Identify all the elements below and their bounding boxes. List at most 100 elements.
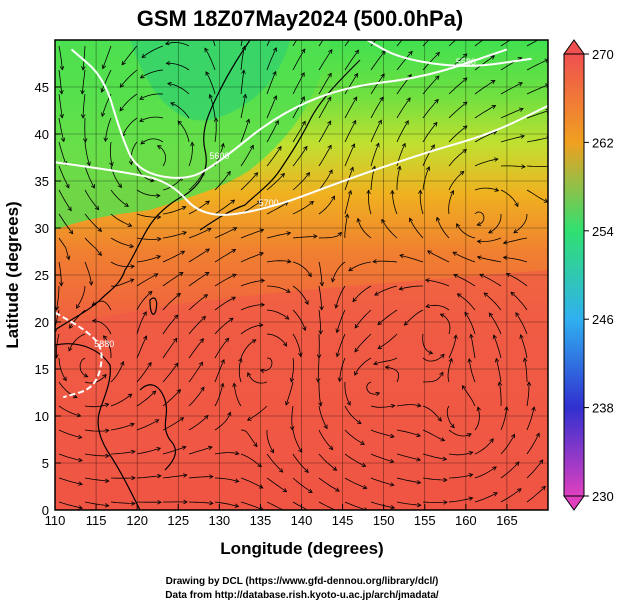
streamline: [188, 386, 205, 407]
x-tick-label: 115: [86, 513, 107, 528]
streamline: [447, 358, 453, 383]
streamline: [477, 256, 502, 263]
streamline-arrow: [62, 376, 67, 382]
streamline: [344, 501, 368, 510]
streamline-arrow: [390, 433, 395, 439]
streamline: [214, 452, 239, 455]
streamline: [373, 357, 398, 365]
streamline: [162, 293, 181, 311]
streamline-arrow: [308, 488, 313, 493]
streamline-arrow: [157, 236, 162, 242]
streamline-arrow: [234, 450, 240, 456]
streamline: [240, 119, 250, 143]
streamline: [344, 453, 366, 467]
streamline: [162, 250, 185, 263]
streamline: [292, 285, 309, 305]
streamline-arrow: [156, 447, 162, 452]
streamline-arrow: [156, 255, 161, 260]
streamline-arrow: [80, 114, 86, 119]
streamline: [247, 405, 268, 421]
y-tick-label: 40: [35, 127, 49, 142]
streamline: [370, 501, 395, 509]
streamline: [448, 125, 468, 143]
streamline: [500, 57, 522, 71]
streamline: [58, 237, 70, 260]
streamline-arrow: [435, 51, 440, 57]
streamline: [240, 70, 245, 95]
streamline-arrow: [174, 362, 179, 368]
streamline: [136, 475, 161, 479]
streamline: [188, 338, 204, 359]
streamline-arrow: [230, 199, 236, 204]
streamline-arrow: [315, 378, 321, 383]
streamline-arrow: [361, 462, 367, 467]
streamline-arrow: [147, 290, 153, 296]
streamline-arrow: [241, 69, 246, 75]
contour-line: [366, 40, 532, 67]
streamline: [495, 358, 502, 383]
streamline: [103, 335, 112, 358]
streamline-arrow: [157, 473, 162, 479]
streamline: [214, 338, 230, 359]
streamline: [526, 189, 548, 203]
streamline-arrow: [78, 505, 84, 510]
streamline-arrow: [416, 502, 422, 508]
streamline: [526, 459, 544, 479]
streamline-arrow: [430, 144, 435, 149]
streamline-arrow: [104, 503, 110, 508]
streamline: [396, 477, 421, 484]
streamline: [266, 40, 271, 47]
streamline: [292, 261, 312, 277]
streamline: [58, 429, 82, 438]
streamline-arrow: [289, 377, 295, 383]
streamline-arrow: [491, 105, 497, 110]
streamline: [162, 417, 184, 431]
streamline: [136, 255, 161, 263]
streamline-arrow: [531, 406, 536, 412]
streamline-arrow: [198, 361, 203, 367]
streamline: [204, 48, 216, 71]
streamline: [448, 451, 473, 456]
streamline-arrow: [251, 339, 257, 344]
streamline: [84, 189, 100, 210]
streamline-arrow: [489, 438, 494, 443]
streamline: [344, 429, 365, 445]
streamline: [526, 486, 546, 503]
streamline: [260, 357, 273, 372]
coastline-japan: [199, 59, 361, 231]
streamline-arrow: [209, 500, 214, 506]
streamline: [396, 404, 421, 407]
streamline-arrow: [274, 120, 279, 125]
streamline-arrow: [544, 58, 548, 63]
streamline-arrow: [142, 311, 147, 316]
streamline: [426, 304, 450, 311]
streamline-arrow: [463, 30, 467, 34]
streamline-arrow: [439, 313, 445, 318]
streamline: [344, 96, 358, 119]
streamline-arrow: [60, 137, 66, 143]
streamline-arrow: [249, 144, 254, 150]
colorbar-body: [563, 53, 585, 497]
streamline-arrow: [129, 278, 135, 283]
y-tick-label: 5: [42, 456, 49, 471]
streamline-arrow: [117, 183, 123, 189]
streamline-arrow: [102, 373, 107, 379]
streamline-arrow: [356, 217, 361, 223]
streamline: [317, 357, 320, 383]
streamline: [266, 285, 291, 293]
streamline-arrow: [224, 337, 230, 343]
streamline: [526, 165, 548, 167]
streamline: [69, 309, 86, 329]
streamline-arrow: [539, 459, 544, 464]
streamline: [422, 333, 433, 354]
streamline-arrow: [519, 334, 524, 339]
streamline-arrow: [490, 55, 496, 60]
streamline-arrow: [220, 359, 225, 364]
streamline: [240, 324, 263, 335]
x-tick-label: 165: [496, 513, 518, 528]
streamline-arrow: [156, 214, 162, 220]
contour-label: 5580: [456, 57, 476, 67]
streamline: [84, 117, 86, 143]
streamline-arrow: [377, 345, 383, 350]
streamline: [188, 200, 210, 215]
